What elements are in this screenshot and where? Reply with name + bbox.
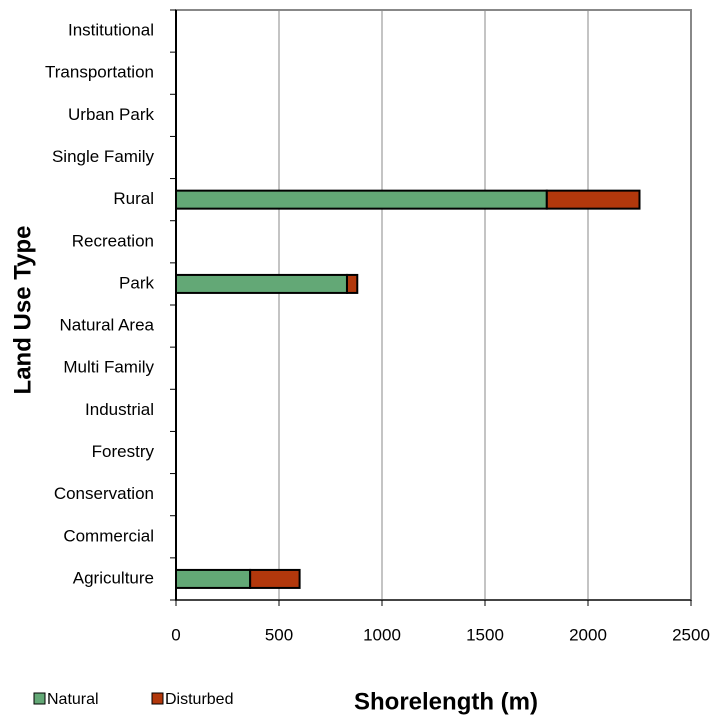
bar [249, 568, 301, 589]
x-tick-label: 2500 [672, 625, 710, 644]
y-tick-label: Conservation [54, 484, 154, 503]
legend-label: Disturbed [165, 691, 233, 708]
bar [545, 189, 641, 210]
y-tick-label: Multi Family [63, 358, 154, 377]
y-tick-label: Agriculture [73, 568, 154, 587]
y-tick-label: Recreation [72, 231, 154, 250]
y-tick-label: Commercial [63, 526, 154, 545]
y-tick-label: Transportation [45, 63, 154, 82]
y-tick-label: Single Family [52, 147, 155, 166]
y-tick-label: Urban Park [68, 105, 154, 124]
y-tick-label: Forestry [92, 442, 155, 461]
y-tick-label: Industrial [85, 400, 154, 419]
bar [175, 568, 252, 589]
x-tick-label: 2000 [569, 625, 607, 644]
plot-area [175, 9, 692, 601]
y-tick-label: Park [119, 273, 154, 292]
y-tick-label: Institutional [68, 21, 154, 40]
x-tick-label: 0 [171, 625, 180, 644]
legend-swatch [33, 692, 46, 705]
bar [175, 189, 548, 210]
x-tick-label: 1500 [466, 625, 504, 644]
y-tick-label: Natural Area [60, 316, 155, 335]
bar [175, 273, 348, 294]
legend-swatch [151, 692, 164, 705]
y-axis-title: Land Use Type [9, 226, 36, 395]
bar [345, 273, 359, 294]
x-axis-title: Shorelength (m) [354, 688, 538, 715]
x-tick-label: 500 [265, 625, 293, 644]
y-tick-label: Rural [113, 189, 154, 208]
legend-label: Natural [47, 691, 99, 708]
x-tick-label: 1000 [363, 625, 401, 644]
